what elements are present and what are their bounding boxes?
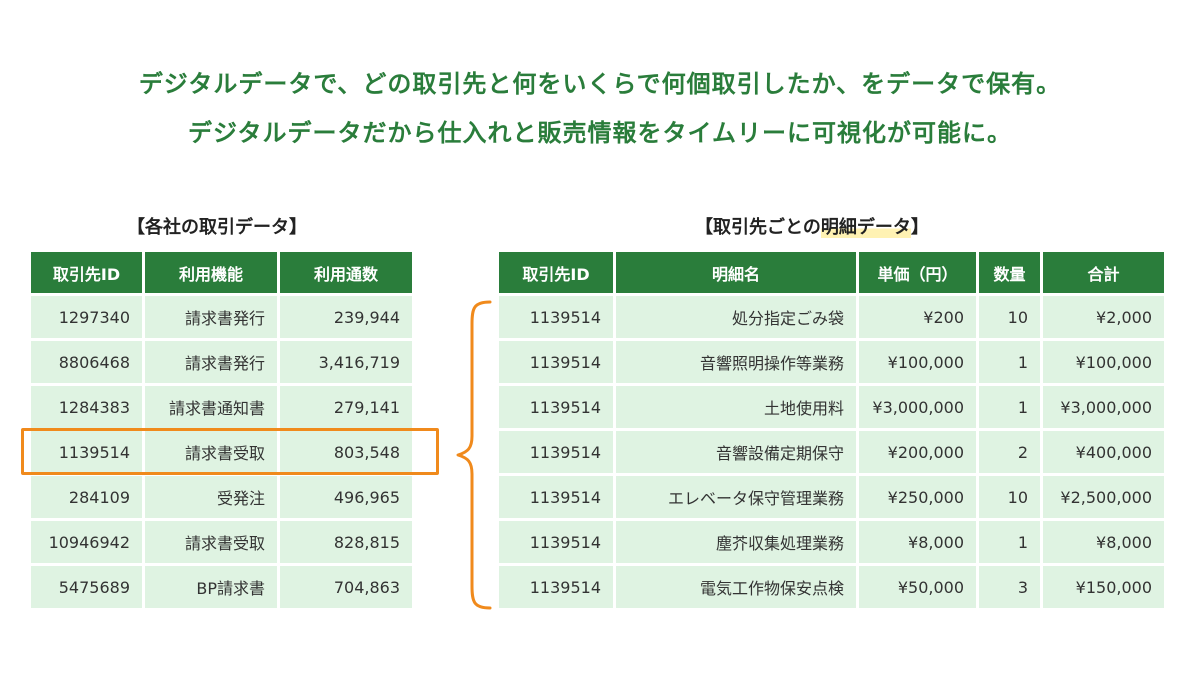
cell-usage-count: 828,815 (280, 521, 412, 563)
cell-quantity: 3 (979, 566, 1040, 608)
cell-unit-price: ¥200 (859, 296, 976, 338)
cell-quantity: 2 (979, 431, 1040, 473)
headline-line-2: デジタルデータだから仕入れと販売情報をタイムリーに可視化が可能に。 (187, 119, 1013, 147)
cell-client-id: 1284383 (31, 386, 142, 428)
column-header-item-name: 明細名 (616, 252, 856, 293)
table-row: 8806468 請求書発行 3,416,719 (31, 341, 412, 383)
cell-usage-count: 803,548 (280, 431, 412, 473)
highlight-frame (21, 428, 439, 475)
cell-client-id: 8806468 (31, 341, 142, 383)
column-header-quantity: 数量 (979, 252, 1040, 293)
curly-brace-connector (456, 300, 492, 610)
cell-quantity: 1 (979, 341, 1040, 383)
cell-client-id: 1139514 (499, 296, 613, 338)
cell-unit-price: ¥50,000 (859, 566, 976, 608)
table-row: 1139514 処分指定ごみ袋 ¥200 10 ¥2,000 (499, 296, 1164, 338)
cell-feature: 請求書発行 (145, 296, 277, 338)
cell-usage-count: 496,965 (280, 476, 412, 518)
cell-total: ¥3,000,000 (1043, 386, 1164, 428)
cell-total: ¥100,000 (1043, 341, 1164, 383)
table-row: 1139514 音響設備定期保守 ¥200,000 2 ¥400,000 (499, 431, 1164, 473)
cell-usage-count: 239,944 (280, 296, 412, 338)
table-row: 1139514 エレベータ保守管理業務 ¥250,000 10 ¥2,500,0… (499, 476, 1164, 518)
cell-total: ¥2,000 (1043, 296, 1164, 338)
column-header-total: 合計 (1043, 252, 1164, 293)
right-caption-highlight: 明細データ (820, 217, 911, 238)
left-table-caption: 【各社の取引データ】 (127, 217, 307, 238)
cell-feature: 請求書通知書 (145, 386, 277, 428)
table-row: 284109 受発注 496,965 (31, 476, 412, 518)
detail-line-items-table: 取引先ID 明細名 単価（円） 数量 合計 1139514 処分指定ごみ袋 ¥2… (496, 249, 1167, 611)
table-row: 10946942 請求書受取 828,815 (31, 521, 412, 563)
column-header-client-id: 取引先ID (31, 252, 142, 293)
right-caption-suffix: 】 (910, 217, 929, 238)
cell-client-id: 1139514 (499, 566, 613, 608)
cell-item-name: 塵芥収集処理業務 (616, 521, 856, 563)
right-caption-prefix: 【取引先ごとの (695, 217, 821, 238)
cell-client-id: 10946942 (31, 521, 142, 563)
right-table-caption: 【取引先ごとの明細データ】 (695, 213, 929, 239)
cell-feature: 受発注 (145, 476, 277, 518)
table-row: 1284383 請求書通知書 279,141 (31, 386, 412, 428)
cell-unit-price: ¥250,000 (859, 476, 976, 518)
cell-item-name: 電気工作物保安点検 (616, 566, 856, 608)
cell-usage-count: 3,416,719 (280, 341, 412, 383)
cell-client-id: 1297340 (31, 296, 142, 338)
table-row: 5475689 BP請求書 704,863 (31, 566, 412, 608)
cell-usage-count: 279,141 (280, 386, 412, 428)
cell-client-id: 1139514 (499, 386, 613, 428)
cell-quantity: 1 (979, 386, 1040, 428)
table-header-row: 取引先ID 明細名 単価（円） 数量 合計 (499, 252, 1164, 293)
cell-total: ¥400,000 (1043, 431, 1164, 473)
table-row-highlighted: 1139514 請求書受取 803,548 (31, 431, 412, 473)
cell-feature: 請求書受取 (145, 521, 277, 563)
table-row: 1297340 請求書発行 239,944 (31, 296, 412, 338)
cell-usage-count: 704,863 (280, 566, 412, 608)
table-row: 1139514 塵芥収集処理業務 ¥8,000 1 ¥8,000 (499, 521, 1164, 563)
cell-total: ¥2,500,000 (1043, 476, 1164, 518)
cell-item-name: 音響設備定期保守 (616, 431, 856, 473)
cell-client-id: 1139514 (499, 476, 613, 518)
table-row: 1139514 音響照明操作等業務 ¥100,000 1 ¥100,000 (499, 341, 1164, 383)
cell-quantity: 10 (979, 476, 1040, 518)
cell-total: ¥150,000 (1043, 566, 1164, 608)
table-row: 1139514 電気工作物保安点検 ¥50,000 3 ¥150,000 (499, 566, 1164, 608)
cell-feature: 請求書受取 (145, 431, 277, 473)
cell-client-id: 284109 (31, 476, 142, 518)
column-header-usage-count: 利用通数 (280, 252, 412, 293)
cell-unit-price: ¥200,000 (859, 431, 976, 473)
cell-client-id: 5475689 (31, 566, 142, 608)
cell-item-name: 音響照明操作等業務 (616, 341, 856, 383)
cell-client-id: 1139514 (499, 521, 613, 563)
column-header-feature: 利用機能 (145, 252, 277, 293)
column-header-client-id: 取引先ID (499, 252, 613, 293)
column-header-unit-price: 単価（円） (859, 252, 976, 293)
cell-quantity: 10 (979, 296, 1040, 338)
cell-feature: BP請求書 (145, 566, 277, 608)
cell-unit-price: ¥3,000,000 (859, 386, 976, 428)
cell-client-id: 1139514 (31, 431, 142, 473)
company-transactions-table: 取引先ID 利用機能 利用通数 1297340 請求書発行 239,944 88… (28, 249, 415, 611)
cell-unit-price: ¥100,000 (859, 341, 976, 383)
cell-item-name: 土地使用料 (616, 386, 856, 428)
cell-feature: 請求書発行 (145, 341, 277, 383)
cell-item-name: エレベータ保守管理業務 (616, 476, 856, 518)
headline-line-1: デジタルデータで、どの取引先と何をいくらで何個取引したか、をデータで保有。 (138, 70, 1062, 98)
cell-client-id: 1139514 (499, 431, 613, 473)
cell-unit-price: ¥8,000 (859, 521, 976, 563)
cell-quantity: 1 (979, 521, 1040, 563)
cell-client-id: 1139514 (499, 341, 613, 383)
cell-total: ¥8,000 (1043, 521, 1164, 563)
table-header-row: 取引先ID 利用機能 利用通数 (31, 252, 412, 293)
cell-item-name: 処分指定ごみ袋 (616, 296, 856, 338)
table-row: 1139514 土地使用料 ¥3,000,000 1 ¥3,000,000 (499, 386, 1164, 428)
